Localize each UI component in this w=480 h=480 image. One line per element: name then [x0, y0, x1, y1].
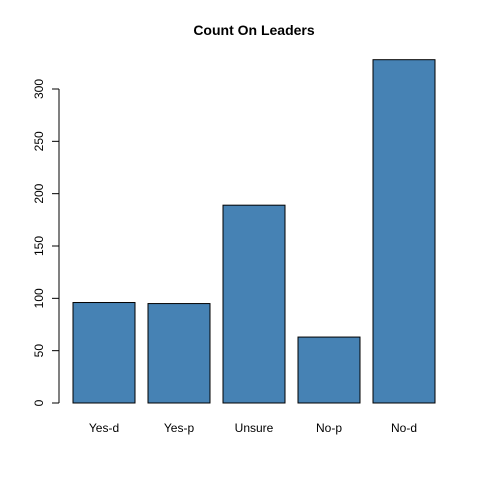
y-tick-label: 50 [32, 344, 46, 358]
y-tick-label: 0 [32, 399, 46, 406]
x-axis-labels: Yes-d Yes-p Unsure No-p No-d [89, 421, 417, 435]
bar-no-d [372, 59, 436, 404]
bar-yes-d [72, 302, 136, 404]
bars [72, 59, 436, 404]
y-tick-label: 100 [32, 288, 46, 308]
x-category-label: Yes-p [164, 421, 195, 435]
bar-yes-p [147, 303, 211, 404]
y-tick-label: 150 [32, 236, 46, 256]
y-tick-label: 250 [32, 131, 46, 151]
x-category-label: No-p [316, 421, 342, 435]
y-axis: 0 50 100 150 200 250 300 [32, 79, 60, 406]
x-category-label: No-d [391, 421, 417, 435]
y-tick-label: 200 [32, 183, 46, 203]
x-category-label: Unsure [235, 421, 274, 435]
chart-title: Count On Leaders [193, 22, 315, 38]
bar-no-p [297, 336, 361, 404]
bar-unsure [222, 204, 286, 404]
x-category-label: Yes-d [89, 421, 119, 435]
y-tick-label: 300 [32, 79, 46, 99]
